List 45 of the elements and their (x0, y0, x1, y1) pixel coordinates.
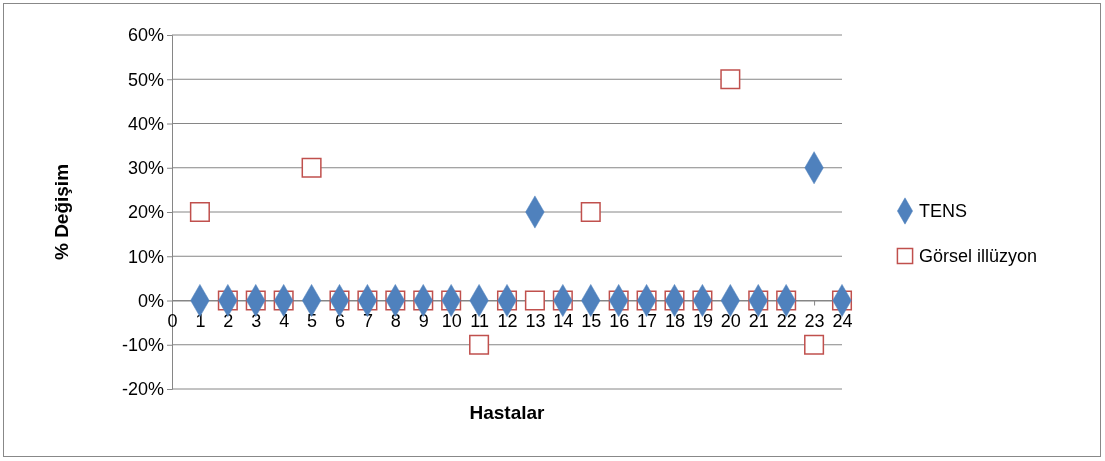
point (720, 69, 741, 90)
x-tick-label: 16 (609, 310, 630, 331)
x-tick-label: 5 (307, 310, 318, 331)
y-axis-title: % Değişim (51, 163, 72, 261)
y-tick-label: -10% (121, 335, 164, 356)
point (804, 334, 825, 355)
x-tick-label: 3 (251, 310, 262, 331)
x-tick-label: 6 (334, 310, 346, 331)
y-tick-label: 10% (127, 246, 164, 267)
x-tick-label: 22 (776, 310, 797, 331)
x-tick-label: 9 (418, 310, 429, 331)
legend-label: TENS (919, 201, 968, 221)
y-tick-label: -20% (121, 379, 164, 400)
point (301, 157, 322, 178)
y-tick-label: 20% (127, 202, 164, 223)
x-tick-label: 19 (692, 310, 713, 331)
x-tick-label: 10 (441, 310, 462, 331)
point (469, 334, 490, 355)
x-tick-label: 7 (362, 310, 373, 331)
x-tick-label: 24 (832, 310, 853, 331)
y-tick-label: 0% (137, 290, 164, 311)
x-tick-label: 1 (195, 310, 206, 331)
x-tick-label: 8 (390, 310, 401, 331)
x-tick-label: 21 (748, 310, 769, 331)
x-tick-label: 14 (553, 310, 574, 331)
y-tick-label: 40% (127, 113, 164, 134)
y-tick-label: 30% (127, 158, 164, 179)
y-tick-label: 60% (127, 25, 164, 46)
x-tick-label: 11 (470, 310, 489, 331)
x-tick-label: 12 (497, 310, 518, 331)
point (189, 201, 210, 223)
x-tick-label: 15 (581, 310, 602, 331)
x-axis-title: Hastalar (469, 402, 546, 423)
x-tick-label: 0 (167, 310, 178, 331)
point (580, 201, 601, 223)
x-tick-label: 18 (664, 310, 686, 331)
x-tick-label: 20 (720, 310, 741, 331)
x-tick-label: 2 (223, 310, 234, 331)
x-tick-label: 4 (279, 310, 290, 331)
x-tick-label: 23 (804, 310, 825, 331)
x-tick-label: 17 (637, 310, 658, 331)
y-tick-label: 50% (127, 69, 164, 90)
point (524, 290, 545, 311)
legend-label: Görsel illüzyon (919, 246, 1038, 266)
x-tick-label: 13 (525, 310, 546, 331)
